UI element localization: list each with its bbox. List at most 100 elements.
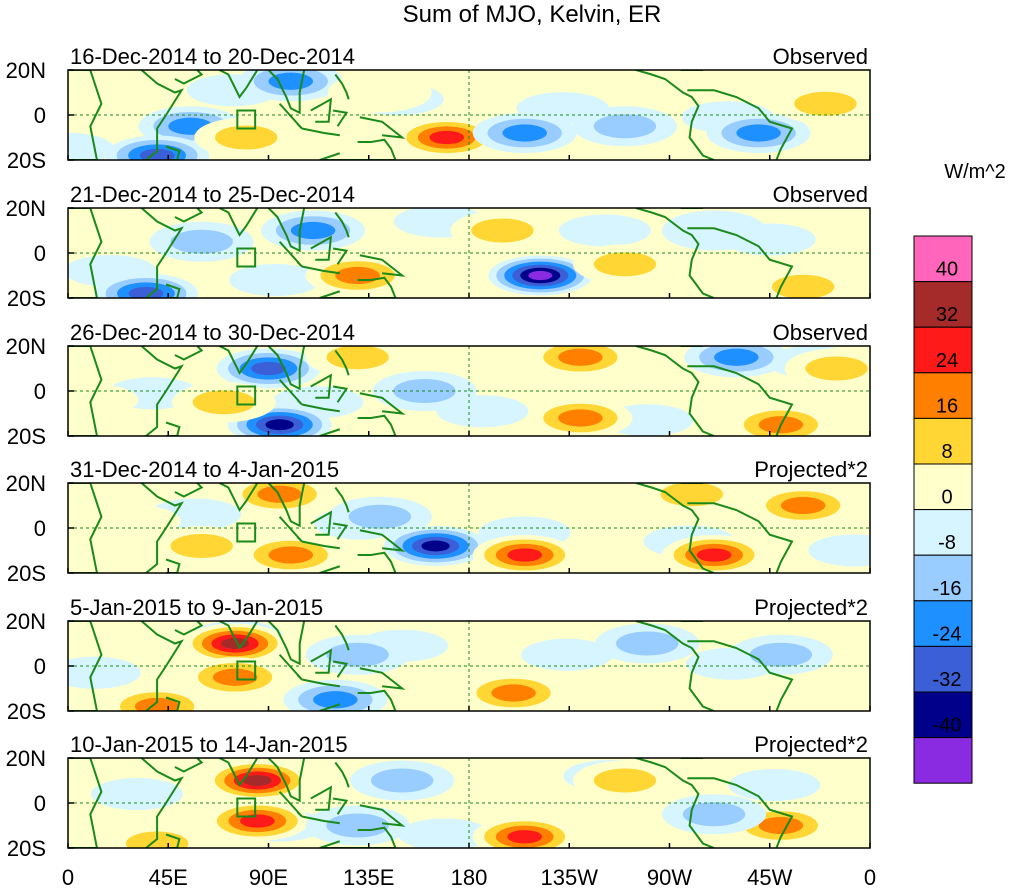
anomaly-contour	[268, 72, 314, 90]
anomaly-contour	[326, 813, 389, 838]
coastline	[319, 551, 397, 573]
anomaly-contour	[240, 814, 275, 828]
coastline	[301, 265, 340, 275]
coastline	[334, 349, 350, 376]
coastline	[319, 138, 397, 160]
lat-label: 0	[34, 103, 46, 128]
lat-label: 20N	[6, 609, 46, 634]
colorbar-swatch	[913, 463, 973, 511]
coastline	[332, 109, 349, 127]
lon-label: 135E	[343, 865, 394, 889]
coastline	[68, 621, 103, 711]
coastline	[219, 621, 259, 650]
anomaly-contour	[593, 252, 657, 277]
lon-label: 0	[864, 865, 876, 889]
coastline	[278, 103, 303, 130]
coastline	[174, 758, 204, 773]
figure-title: Sum of MJO, Kelvin, ER	[403, 1, 662, 28]
lon-label: 45E	[149, 865, 188, 889]
coastline	[174, 621, 204, 636]
panel-period-label: 26-Dec-2014 to 30-Dec-2014	[70, 320, 355, 345]
coastline	[635, 70, 715, 160]
anomaly-contour	[326, 642, 389, 667]
index-box	[236, 247, 257, 268]
anomaly-contour	[593, 768, 657, 793]
panel-period-label: 31-Dec-2014 to 4-Jan-2015	[70, 457, 339, 482]
coastline	[301, 127, 340, 137]
background-anomaly-blob	[68, 656, 141, 689]
coastline	[332, 797, 349, 815]
background-anomaly-blob	[808, 534, 870, 567]
coastline	[359, 116, 406, 139]
map-panel: 20N 0 20S 21-Dec-2014 to 25-Dec-2014 Observe…	[6, 182, 871, 311]
anomaly-contour	[662, 210, 767, 251]
anomaly-contour	[471, 218, 534, 243]
background-anomaly-blob	[480, 789, 573, 822]
colorbar-unit-label: W/m^2	[944, 161, 1006, 183]
coastline	[359, 804, 406, 827]
coastline	[267, 208, 306, 253]
colorbar-swatch	[913, 372, 973, 419]
coastline	[310, 97, 333, 123]
colorbar-level-label: 0	[941, 487, 952, 509]
coastline	[334, 73, 350, 100]
anomaly-contour	[593, 114, 657, 139]
coastline	[68, 758, 103, 848]
coastline	[165, 421, 181, 436]
coastline	[165, 696, 181, 711]
colorbar-swatch	[913, 737, 973, 784]
index-box	[236, 385, 257, 406]
anomaly-contour	[714, 348, 759, 366]
background-anomaly-blob	[521, 638, 614, 671]
anomaly-contour	[682, 802, 746, 827]
colorbar-level-label: 8	[941, 441, 952, 463]
colorbar-level-label: -24	[933, 623, 962, 645]
index-box	[236, 660, 257, 681]
anomaly-contour	[780, 496, 826, 515]
anomaly-contour	[429, 130, 465, 145]
coastline	[140, 483, 184, 573]
colorbar-swatch	[913, 417, 973, 465]
lat-label: 20S	[7, 424, 46, 449]
colorbar-level-label: 40	[936, 259, 958, 281]
anomaly-contour	[192, 390, 256, 415]
panel-type-label: Observed	[773, 182, 868, 207]
coastline	[140, 621, 184, 711]
colorbar-swatch	[913, 554, 973, 602]
lat-label: 0	[34, 241, 46, 266]
colorbar-level-label: 24	[936, 350, 958, 372]
coastline	[219, 208, 259, 237]
coastline	[174, 346, 204, 361]
coastline	[301, 540, 340, 550]
coastline	[359, 529, 406, 552]
anomaly-contour	[758, 816, 804, 835]
colorbar: 40 32 24 16 8 0 -8 -16 -24 -32 -40	[913, 235, 973, 784]
lat-label: 20N	[6, 471, 46, 496]
anomaly-contour	[805, 356, 868, 381]
anomaly-contour	[220, 638, 250, 649]
colorbar-level-label: -16	[933, 578, 962, 600]
coastline	[334, 486, 350, 513]
map-panel: 20N 0 20S 5-Jan-2015 to 9-Jan-2015 Projected…	[6, 595, 871, 724]
coastline	[635, 758, 715, 848]
lon-label: 180	[451, 865, 488, 889]
anomaly-contour	[794, 91, 857, 116]
anomaly-field	[68, 483, 870, 573]
coastline	[68, 70, 103, 160]
lon-label: 90W	[647, 865, 692, 889]
anomaly-contour	[507, 548, 543, 562]
coastline	[334, 624, 350, 651]
anomaly-contour	[243, 775, 272, 786]
coastline	[174, 208, 204, 223]
coastline	[68, 208, 103, 298]
coastline	[332, 247, 349, 265]
colorbar-swatch	[913, 235, 973, 283]
colorbar-swatch	[913, 281, 973, 328]
coastline	[310, 510, 333, 536]
coastline	[635, 483, 715, 573]
coastline	[301, 403, 340, 413]
colorbar-swatch	[913, 600, 973, 647]
background-anomaly-blob	[603, 677, 696, 709]
coastline	[310, 785, 333, 811]
